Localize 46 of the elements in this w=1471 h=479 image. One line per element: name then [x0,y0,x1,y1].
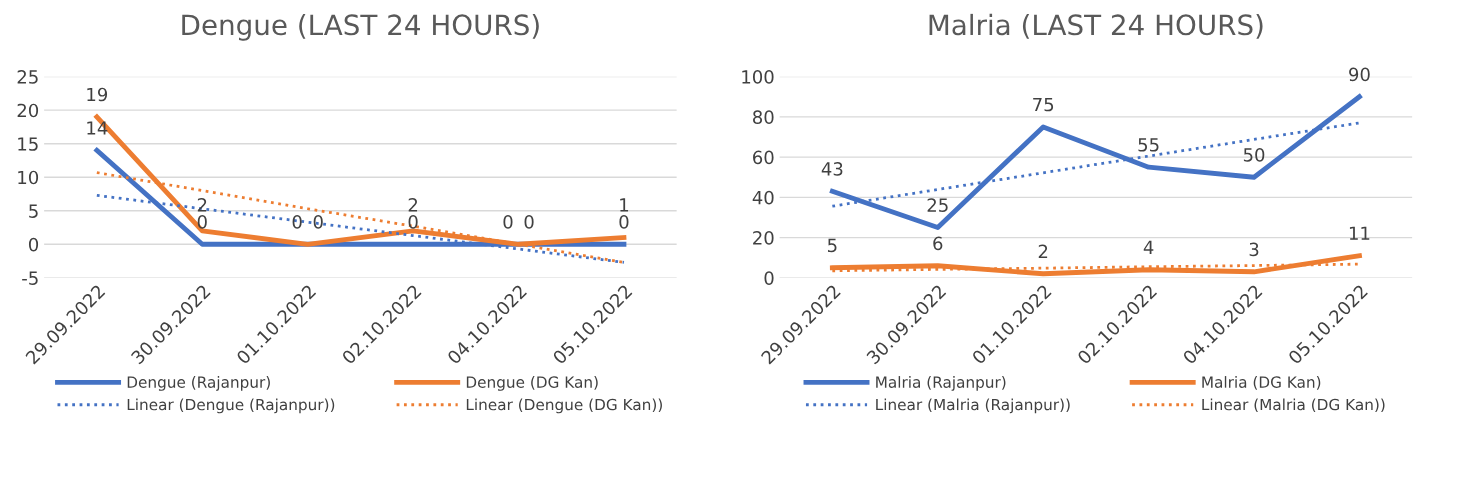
data-label: 75 [1033,97,1054,112]
data-label: 6 [933,236,943,251]
data-label: 43 [821,162,843,176]
y-tick-label: 0 [764,271,774,285]
y-tick-label: 40 [752,190,774,205]
data-label: 0 [524,215,534,229]
legend-label: Linear (Dengue (DG Kan)) [466,398,662,414]
chart-title: Malria (LAST 24 HOURS) [929,13,1263,39]
data-label: 4 [1143,240,1154,254]
data-label: 19 [87,87,108,102]
legend-label: Dengue (Rajanpur) [127,376,270,391]
data-label: 2 [408,198,418,212]
legend-label: Malria (Rajanpur) [876,376,1006,391]
data-label: 0 [313,215,323,229]
data-label: 11 [1349,226,1370,240]
data-label: 0 [619,215,629,229]
data-label: 5 [827,238,837,253]
y-tick-label: 5 [29,204,38,218]
data-label: 0 [503,215,513,229]
y-tick-label: 100 [742,70,774,84]
data-label: 90 [1349,67,1370,82]
data-label: 1 [620,198,629,212]
y-tick-label: 80 [753,110,774,124]
data-label: 50 [1243,148,1265,162]
y-tick-label: 20 [17,103,39,118]
y-tick-label: 10 [18,170,39,185]
y-tick-label: -5 [22,271,38,285]
data-label: 2 [1038,244,1048,258]
legend-label: Linear (Malria (Rajanpur)) [876,398,1070,414]
data-label: 25 [927,198,948,212]
data-label: 0 [408,215,418,229]
legend-label: Malria (DG Kan) [1202,376,1321,390]
data-label: 2 [197,198,207,212]
y-tick-label: 20 [753,231,774,245]
legend-label: Linear (Dengue (Rajanpur)) [127,398,335,414]
legend-label: Dengue (DG Kan) [466,376,598,391]
y-tick-label: 25 [17,70,38,84]
chart-title: Dengue (LAST 24 HOURS) [182,13,539,41]
y-tick-label: 0 [28,237,39,252]
y-tick-label: 60 [753,150,774,165]
legend-label: Linear (Malria (DG Kan)) [1202,398,1385,413]
data-label: 0 [292,215,302,229]
data-label: 55 [1138,138,1159,152]
data-label: 3 [1249,242,1259,257]
y-tick-label: 15 [18,137,38,151]
data-label: 0 [197,215,207,229]
